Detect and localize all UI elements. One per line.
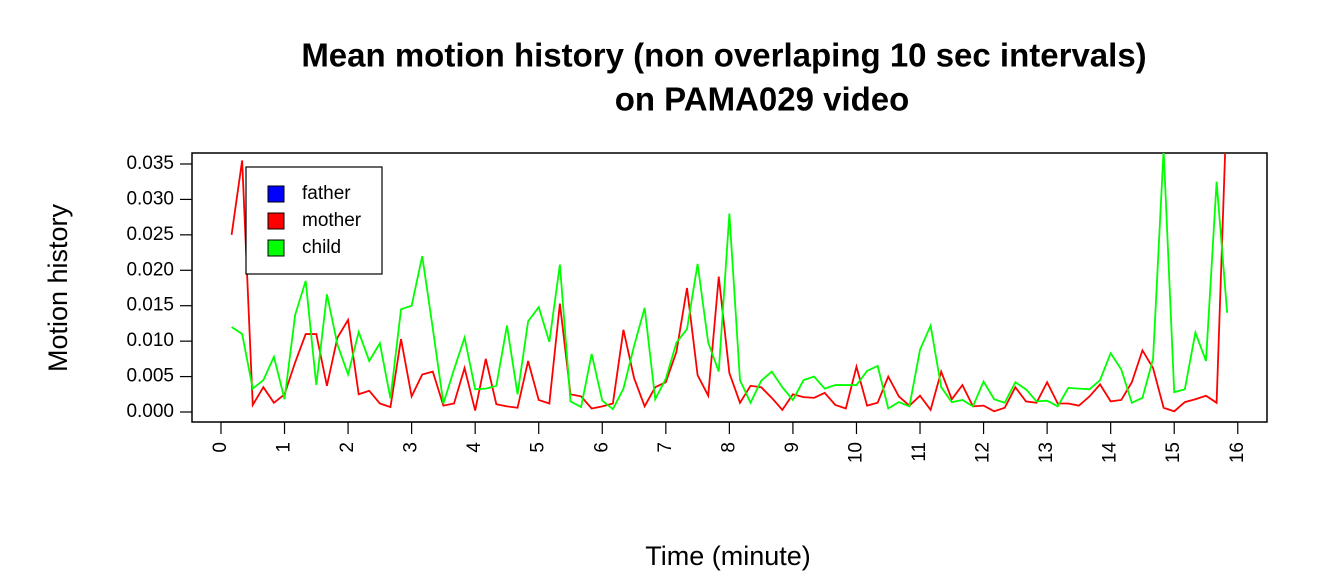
x-tick-label: 15 bbox=[1163, 442, 1184, 463]
chart-title: Mean motion history (non overlaping 10 s… bbox=[301, 37, 1146, 74]
y-tick-label: 0.000 bbox=[126, 401, 174, 422]
y-tick-label: 0.005 bbox=[126, 366, 174, 387]
x-tick-label: 9 bbox=[782, 442, 803, 453]
x-tick-label: 2 bbox=[337, 442, 358, 453]
legend-label: mother bbox=[302, 210, 362, 231]
x-axis-label: Time (minute) bbox=[645, 541, 811, 571]
x-tick-label: 11 bbox=[909, 442, 930, 462]
legend-swatch bbox=[267, 239, 285, 257]
legend-label: father bbox=[302, 183, 351, 204]
x-tick-label: 7 bbox=[655, 442, 676, 453]
x-tick-label: 16 bbox=[1227, 442, 1248, 463]
legend-label: child bbox=[302, 237, 341, 258]
legend-swatch bbox=[267, 185, 285, 203]
legend-swatch bbox=[267, 212, 285, 230]
y-tick-label: 0.015 bbox=[126, 295, 174, 316]
x-tick-label: 4 bbox=[464, 442, 485, 453]
series-line bbox=[230, 153, 1227, 413]
x-tick-label: 3 bbox=[401, 442, 422, 453]
y-tick-label: 0.035 bbox=[126, 153, 174, 174]
x-tick-label: 6 bbox=[591, 442, 612, 453]
series-line bbox=[231, 153, 1229, 411]
x-tick-label: 8 bbox=[718, 442, 739, 453]
y-axis-label: Motion history bbox=[43, 203, 73, 372]
x-tick-label: 13 bbox=[1036, 442, 1057, 463]
y-tick-label: 0.030 bbox=[126, 188, 174, 209]
chart-subtitle: on PAMA029 video bbox=[615, 81, 910, 118]
x-tick-label: 5 bbox=[528, 442, 549, 453]
y-tick-label: 0.020 bbox=[126, 259, 174, 280]
y-tick-label: 0.025 bbox=[126, 224, 174, 245]
x-tick-label: 14 bbox=[1100, 442, 1121, 464]
x-tick-label: 1 bbox=[274, 442, 295, 453]
x-tick-label: 10 bbox=[845, 442, 866, 463]
lines bbox=[230, 153, 1229, 413]
x-tick-label: 0 bbox=[210, 442, 231, 453]
y-tick-label: 0.010 bbox=[126, 330, 174, 351]
x-tick-label: 12 bbox=[973, 442, 994, 463]
